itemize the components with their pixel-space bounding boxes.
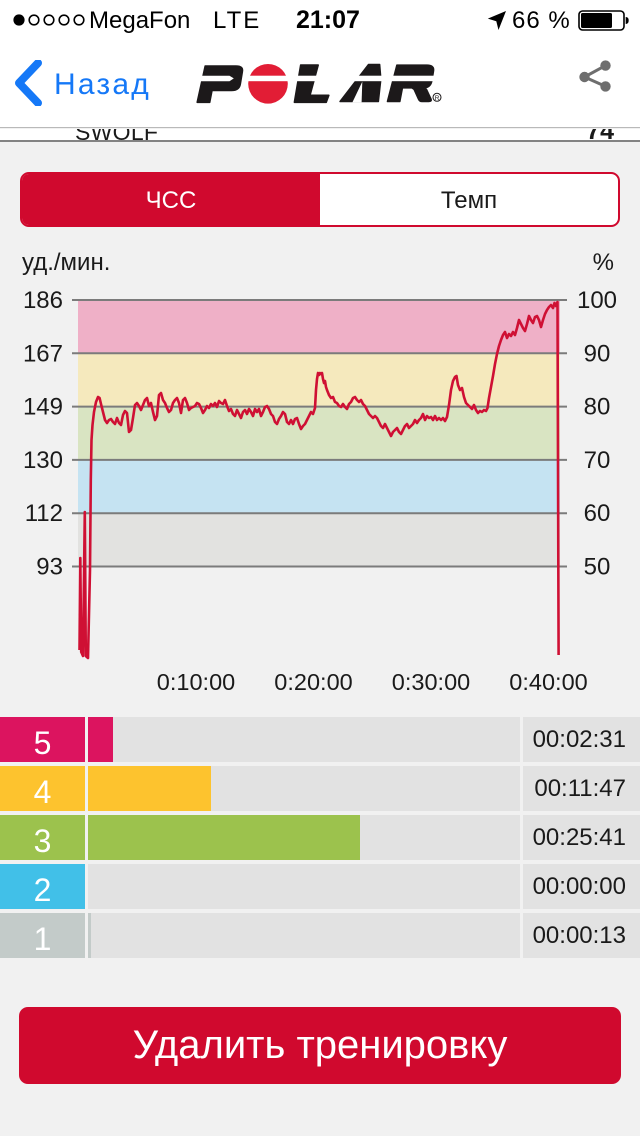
svg-text:186: 186 [23, 287, 63, 314]
svg-text:уд./мин.: уд./мин. [22, 249, 110, 276]
svg-text:0:20:00: 0:20:00 [274, 669, 352, 695]
svg-text:100: 100 [577, 287, 617, 314]
svg-text:0:30:00: 0:30:00 [392, 669, 470, 695]
svg-text:93: 93 [36, 554, 63, 581]
svg-text:70: 70 [584, 447, 611, 474]
svg-text:149: 149 [23, 394, 63, 421]
svg-text:90: 90 [584, 340, 611, 367]
svg-text:50: 50 [584, 554, 611, 581]
svg-text:0:40:00: 0:40:00 [509, 669, 587, 695]
svg-text:60: 60 [584, 500, 611, 527]
svg-text:80: 80 [584, 394, 611, 421]
svg-text:R: R [435, 95, 440, 102]
svg-text:0:10:00: 0:10:00 [157, 669, 235, 695]
svg-text:167: 167 [23, 340, 63, 367]
svg-text:%: % [593, 249, 614, 276]
svg-text:112: 112 [25, 500, 63, 527]
svg-text:130: 130 [23, 447, 63, 474]
